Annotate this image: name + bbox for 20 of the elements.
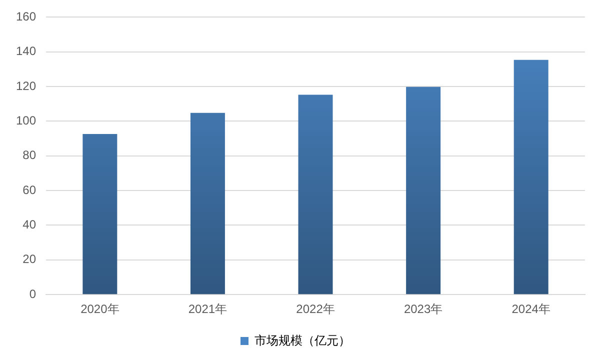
bar bbox=[190, 112, 225, 294]
y-tick-label: 100 bbox=[16, 114, 36, 128]
y-tick-label: 120 bbox=[16, 78, 36, 93]
y-tick-label: 80 bbox=[22, 148, 36, 162]
y-tick-label: 0 bbox=[29, 286, 36, 301]
y-tick-label: 20 bbox=[22, 252, 36, 266]
y-tick-label: 60 bbox=[22, 182, 36, 197]
x-tick-label: 2023年 bbox=[404, 302, 443, 316]
x-tick-label: 2022年 bbox=[296, 302, 335, 316]
bar bbox=[514, 60, 548, 294]
x-tick-label: 2020年 bbox=[80, 302, 120, 316]
legend-label: 市场规模（亿元） bbox=[254, 333, 350, 348]
y-tick-label: 160 bbox=[16, 10, 36, 24]
y-tick-label: 40 bbox=[22, 218, 36, 232]
x-tick-label: 2021年 bbox=[188, 302, 228, 316]
x-tick-label: 2024年 bbox=[512, 302, 550, 316]
bar bbox=[82, 134, 118, 294]
y-tick-label: 140 bbox=[16, 44, 36, 58]
bar bbox=[298, 94, 333, 294]
bar bbox=[406, 86, 441, 294]
